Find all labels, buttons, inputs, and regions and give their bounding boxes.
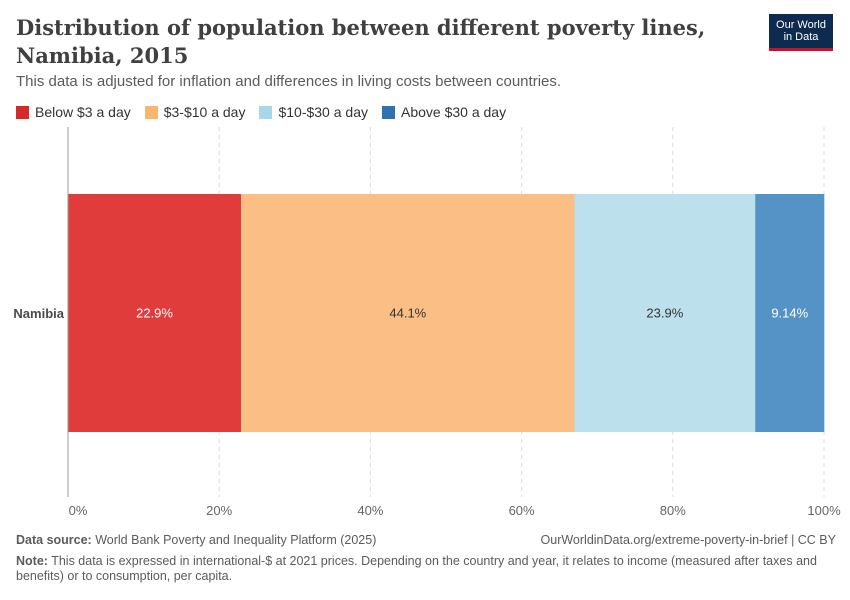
bar-segment[interactable] xyxy=(241,194,575,432)
legend-item-below-3[interactable]: Below $3 a day xyxy=(16,104,131,120)
source-url[interactable]: OurWorldinData.org/extreme-poverty-in-br… xyxy=(540,533,836,547)
bar-segment[interactable] xyxy=(755,194,825,432)
bar-value-label: 22.9% xyxy=(136,306,173,321)
logo-line-1: Our World xyxy=(776,19,826,31)
legend-item-above-30[interactable]: Above $30 a day xyxy=(382,104,506,120)
bar-value-label: 44.1% xyxy=(389,306,426,321)
bar-value-label: 9.14% xyxy=(771,306,808,321)
bar-segment[interactable] xyxy=(68,194,242,432)
legend-label: $10-$30 a day xyxy=(278,104,368,120)
x-tick-label: 40% xyxy=(357,503,383,518)
legend-swatch xyxy=(16,105,29,119)
x-tick-label: 60% xyxy=(509,503,535,518)
category-label: Namibia xyxy=(13,306,64,321)
stacked-bar-chart: 22.9% 44.1% 23.9% 9.14% 0% 20% 40% 60% 80% 100% Na… xyxy=(13,127,841,518)
legend-swatch xyxy=(382,105,395,119)
source-label: Data source: xyxy=(16,533,92,547)
source-text[interactable]: World Bank Poverty and Inequality Platfo… xyxy=(95,533,377,547)
x-tick-label: 80% xyxy=(660,503,686,518)
note-text: This data is expressed in international-… xyxy=(16,554,817,583)
bar-segment[interactable] xyxy=(574,194,756,432)
legend-item-3-10[interactable]: $3-$10 a day xyxy=(144,104,246,120)
chart-note: Note: This data is expressed in internat… xyxy=(16,554,826,584)
legend-label: Above $30 a day xyxy=(401,104,507,120)
owid-logo[interactable]: Our World in Data xyxy=(769,14,833,51)
legend: Below $3 a day $3-$10 a day $10-$30 a da… xyxy=(16,104,520,120)
legend-swatch xyxy=(259,105,273,119)
data-source: Data source: World Bank Poverty and Ineq… xyxy=(16,533,376,548)
legend-label: $3-$10 a day xyxy=(163,104,246,120)
logo-line-2: in Data xyxy=(783,31,819,43)
x-tick-label: 0% xyxy=(69,503,88,518)
legend-label: Below $3 a day xyxy=(35,104,131,120)
bar-value-label: 23.9% xyxy=(646,306,683,321)
x-tick-label: 20% xyxy=(206,503,232,518)
chart-title: Distribution of population between diffe… xyxy=(16,15,706,68)
legend-item-10-30[interactable]: $10-$30 a day xyxy=(259,104,368,120)
note-label: Note: xyxy=(16,554,48,568)
chart-subtitle: This data is adjusted for inflation and … xyxy=(16,73,562,90)
x-tick-label: 100% xyxy=(807,503,841,518)
legend-swatch xyxy=(144,105,158,119)
